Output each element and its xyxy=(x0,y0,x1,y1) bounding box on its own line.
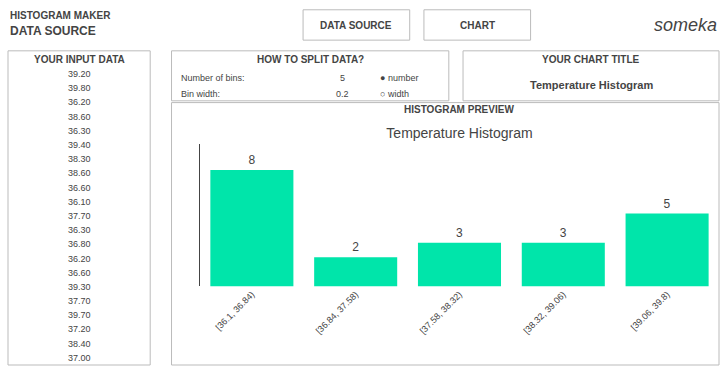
svg-text:36.10: 36.10 xyxy=(68,197,91,207)
svg-text:39.70: 39.70 xyxy=(68,310,91,320)
svg-text:[39.06, 39.8): [39.06, 39.8) xyxy=(629,289,672,332)
svg-text:DATA SOURCE: DATA SOURCE xyxy=(320,20,392,31)
svg-text:YOUR CHART TITLE: YOUR CHART TITLE xyxy=(542,54,640,65)
svg-text:36.30: 36.30 xyxy=(68,126,91,136)
svg-text:HOW TO SPLIT DATA?: HOW TO SPLIT DATA? xyxy=(257,54,364,65)
svg-text:8: 8 xyxy=(248,153,255,167)
svg-text:38.60: 38.60 xyxy=(68,168,91,178)
svg-text:37.00: 37.00 xyxy=(68,353,91,363)
svg-text:36.60: 36.60 xyxy=(68,268,91,278)
svg-text:0.2: 0.2 xyxy=(336,89,349,99)
svg-text:● number: ● number xyxy=(380,73,418,83)
svg-text:HISTOGRAM PREVIEW: HISTOGRAM PREVIEW xyxy=(404,104,514,115)
svg-text:39.80: 39.80 xyxy=(68,83,91,93)
svg-text:Temperature Histogram: Temperature Histogram xyxy=(386,125,532,141)
svg-text:36.20: 36.20 xyxy=(68,254,91,264)
svg-text:5: 5 xyxy=(340,73,345,83)
svg-text:○ width: ○ width xyxy=(380,89,409,99)
svg-text:38.30: 38.30 xyxy=(68,154,91,164)
svg-text:CHART: CHART xyxy=(460,20,495,31)
svg-text:2: 2 xyxy=(352,240,359,254)
svg-text:38.40: 38.40 xyxy=(68,339,91,349)
svg-text:39.20: 39.20 xyxy=(68,69,91,79)
svg-text:YOUR INPUT DATA: YOUR INPUT DATA xyxy=(34,54,125,65)
svg-text:36.60: 36.60 xyxy=(68,183,91,193)
svg-text:[37.58, 38.32): [37.58, 38.32) xyxy=(418,289,464,335)
svg-text:someka: someka xyxy=(654,15,717,35)
svg-text:37.70: 37.70 xyxy=(68,296,91,306)
svg-text:39.40: 39.40 xyxy=(68,140,91,150)
svg-text:38.60: 38.60 xyxy=(68,112,91,122)
svg-text:[36.84, 37.58): [36.84, 37.58) xyxy=(314,289,360,335)
svg-text:HISTOGRAM MAKER: HISTOGRAM MAKER xyxy=(10,10,111,21)
svg-text:[38.32, 39.06): [38.32, 39.06) xyxy=(522,289,568,335)
svg-text:3: 3 xyxy=(560,226,567,240)
svg-text:37.20: 37.20 xyxy=(68,324,91,334)
svg-text:39.30: 39.30 xyxy=(68,282,91,292)
svg-text:36.20: 36.20 xyxy=(68,97,91,107)
svg-text:36.80: 36.80 xyxy=(68,239,91,249)
svg-text:3: 3 xyxy=(456,226,463,240)
svg-text:DATA SOURCE: DATA SOURCE xyxy=(10,24,96,38)
svg-text:Number of bins:: Number of bins: xyxy=(181,73,245,83)
svg-text:5: 5 xyxy=(664,197,671,211)
svg-text:[36.1, 36.84): [36.1, 36.84) xyxy=(214,289,257,332)
svg-text:Temperature Histogram: Temperature Histogram xyxy=(530,79,653,91)
svg-text:37.70: 37.70 xyxy=(68,211,91,221)
svg-text:36.30: 36.30 xyxy=(68,225,91,235)
svg-text:Bin width:: Bin width: xyxy=(181,89,220,99)
